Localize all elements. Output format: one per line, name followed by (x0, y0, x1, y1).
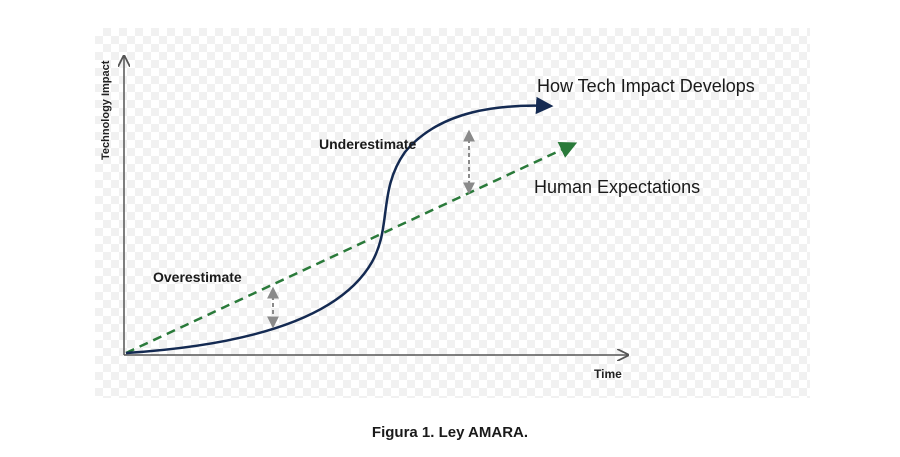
y-axis-label: Technology Impact (100, 60, 112, 160)
underestimate-label: Underestimate (319, 136, 416, 152)
overestimate-label: Overestimate (153, 269, 242, 285)
expectation-line (125, 141, 578, 355)
expectation-label: Human Expectations (534, 177, 700, 197)
curve-label: How Tech Impact Develops (537, 76, 755, 96)
figure-caption: Figura 1. Ley AMARA. (371, 424, 529, 441)
x-axis-label: Time (594, 367, 622, 381)
impact-curve (125, 96, 554, 355)
figure-background (95, 28, 810, 398)
